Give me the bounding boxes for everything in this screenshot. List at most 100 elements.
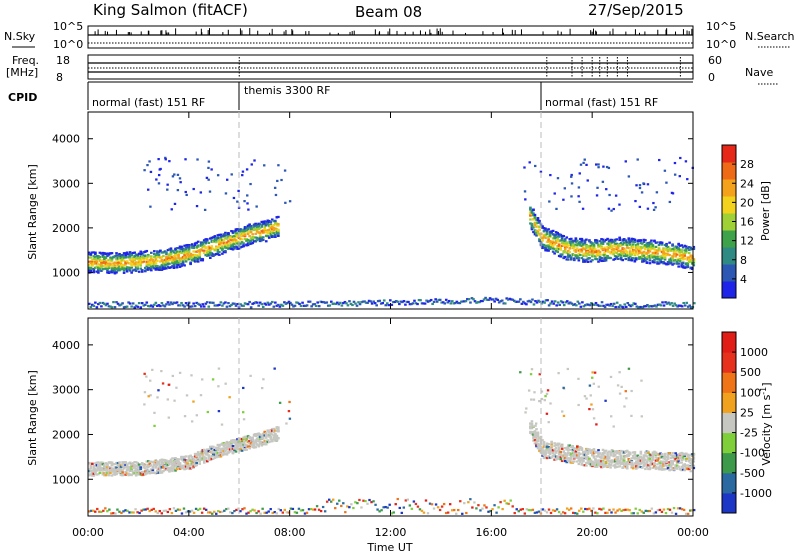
data-cell [209,445,212,448]
data-cell [237,247,241,250]
data-cell [275,435,279,438]
data-cell [121,253,124,257]
data-cell [503,302,507,305]
data-cell [657,247,661,251]
data-cell [631,257,635,260]
data-cell [218,447,221,450]
data-cell [133,256,136,259]
data-cell [104,260,108,263]
data-cell [648,467,652,471]
data-cell [240,238,244,241]
data-cell [595,461,599,465]
data-cell [240,234,244,237]
data-cell [336,502,339,505]
data-cell [690,256,694,259]
data-cell [252,227,256,230]
data-cell [175,250,179,253]
data-cell [665,181,668,184]
data-cell [390,512,393,515]
data-cell [665,455,668,459]
data-cell [680,250,683,254]
data-cell [671,304,675,307]
data-cell [106,264,109,267]
data-cell [208,190,212,193]
data-cell [689,306,693,309]
data-cell [579,163,583,166]
data-cell [125,472,129,475]
data-cell [163,258,167,262]
data-cell [140,470,144,473]
data-cell [264,221,268,224]
data-cell [692,259,696,263]
data-cell [198,303,202,306]
data-cell [622,464,626,467]
data-cell [601,451,605,455]
data-cell [125,469,129,472]
data-cell [215,239,218,242]
data-cell [642,459,646,462]
data-cell [224,246,227,249]
data-cell [277,426,280,429]
data-cell [249,230,253,234]
data-cell [545,511,549,514]
data-cell [313,508,317,511]
data-cell [639,251,643,254]
data-cell [183,251,186,254]
data-cell [586,461,590,464]
data-cell [160,265,164,268]
data-cell [619,241,623,245]
data-cell [266,230,270,234]
data-cell [536,232,540,235]
data-cell [579,253,582,257]
data-cell [663,463,667,466]
data-cell [588,462,591,465]
data-cell [251,444,254,447]
data-cell [624,257,628,261]
data-cell [609,242,612,245]
data-cell [600,245,603,248]
data-cell [103,464,106,467]
data-cell [150,464,153,467]
data-cell [643,305,646,308]
data-cell [668,452,671,455]
data-cell [263,225,267,228]
data-cell [119,473,123,477]
data-cell [535,436,538,439]
data-cell [598,250,602,254]
data-cell [213,456,217,459]
data-cell [89,462,93,465]
data-cell [205,239,209,242]
data-cell [630,237,634,240]
data-cell [591,454,594,457]
data-cell [557,243,561,246]
data-cell [675,461,679,465]
freq-tick-low: 8 [56,71,63,84]
data-cell [586,447,590,451]
data-cell [570,302,574,305]
data-cell [487,298,490,301]
data-cell [173,173,176,176]
data-cell [213,238,217,241]
data-cell [600,463,603,467]
data-cell [565,300,569,303]
data-cell [177,460,180,463]
data-cell [536,225,540,228]
data-cell [248,439,251,443]
data-cell [90,509,93,512]
data-cell [638,251,641,255]
data-cell [398,506,401,510]
data-cell [258,234,262,237]
data-cell [588,458,591,462]
data-cell [154,254,158,257]
data-cell [201,249,205,252]
data-cell [580,240,584,243]
data-cell [624,160,627,163]
data-cell [692,456,696,459]
data-cell [535,431,538,434]
data-cell [215,237,218,240]
data-cell [648,262,652,265]
data-cell [582,246,585,249]
data-cell [157,250,161,253]
data-cell [180,458,183,461]
data-cell [168,508,172,511]
